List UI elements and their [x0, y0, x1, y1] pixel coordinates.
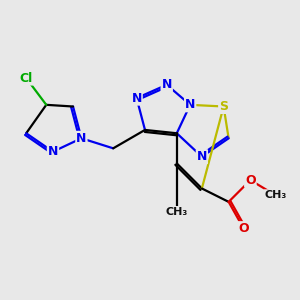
Text: S: S [219, 100, 228, 113]
Text: CH₃: CH₃ [166, 207, 188, 217]
Text: N: N [131, 92, 142, 105]
Text: N: N [161, 78, 172, 91]
Text: N: N [185, 98, 195, 111]
Text: N: N [197, 150, 207, 163]
Text: O: O [245, 174, 256, 187]
Text: CH₃: CH₃ [264, 190, 286, 200]
Text: N: N [48, 145, 58, 158]
Text: N: N [76, 132, 87, 145]
Text: Cl: Cl [20, 72, 33, 85]
Text: O: O [238, 222, 249, 235]
